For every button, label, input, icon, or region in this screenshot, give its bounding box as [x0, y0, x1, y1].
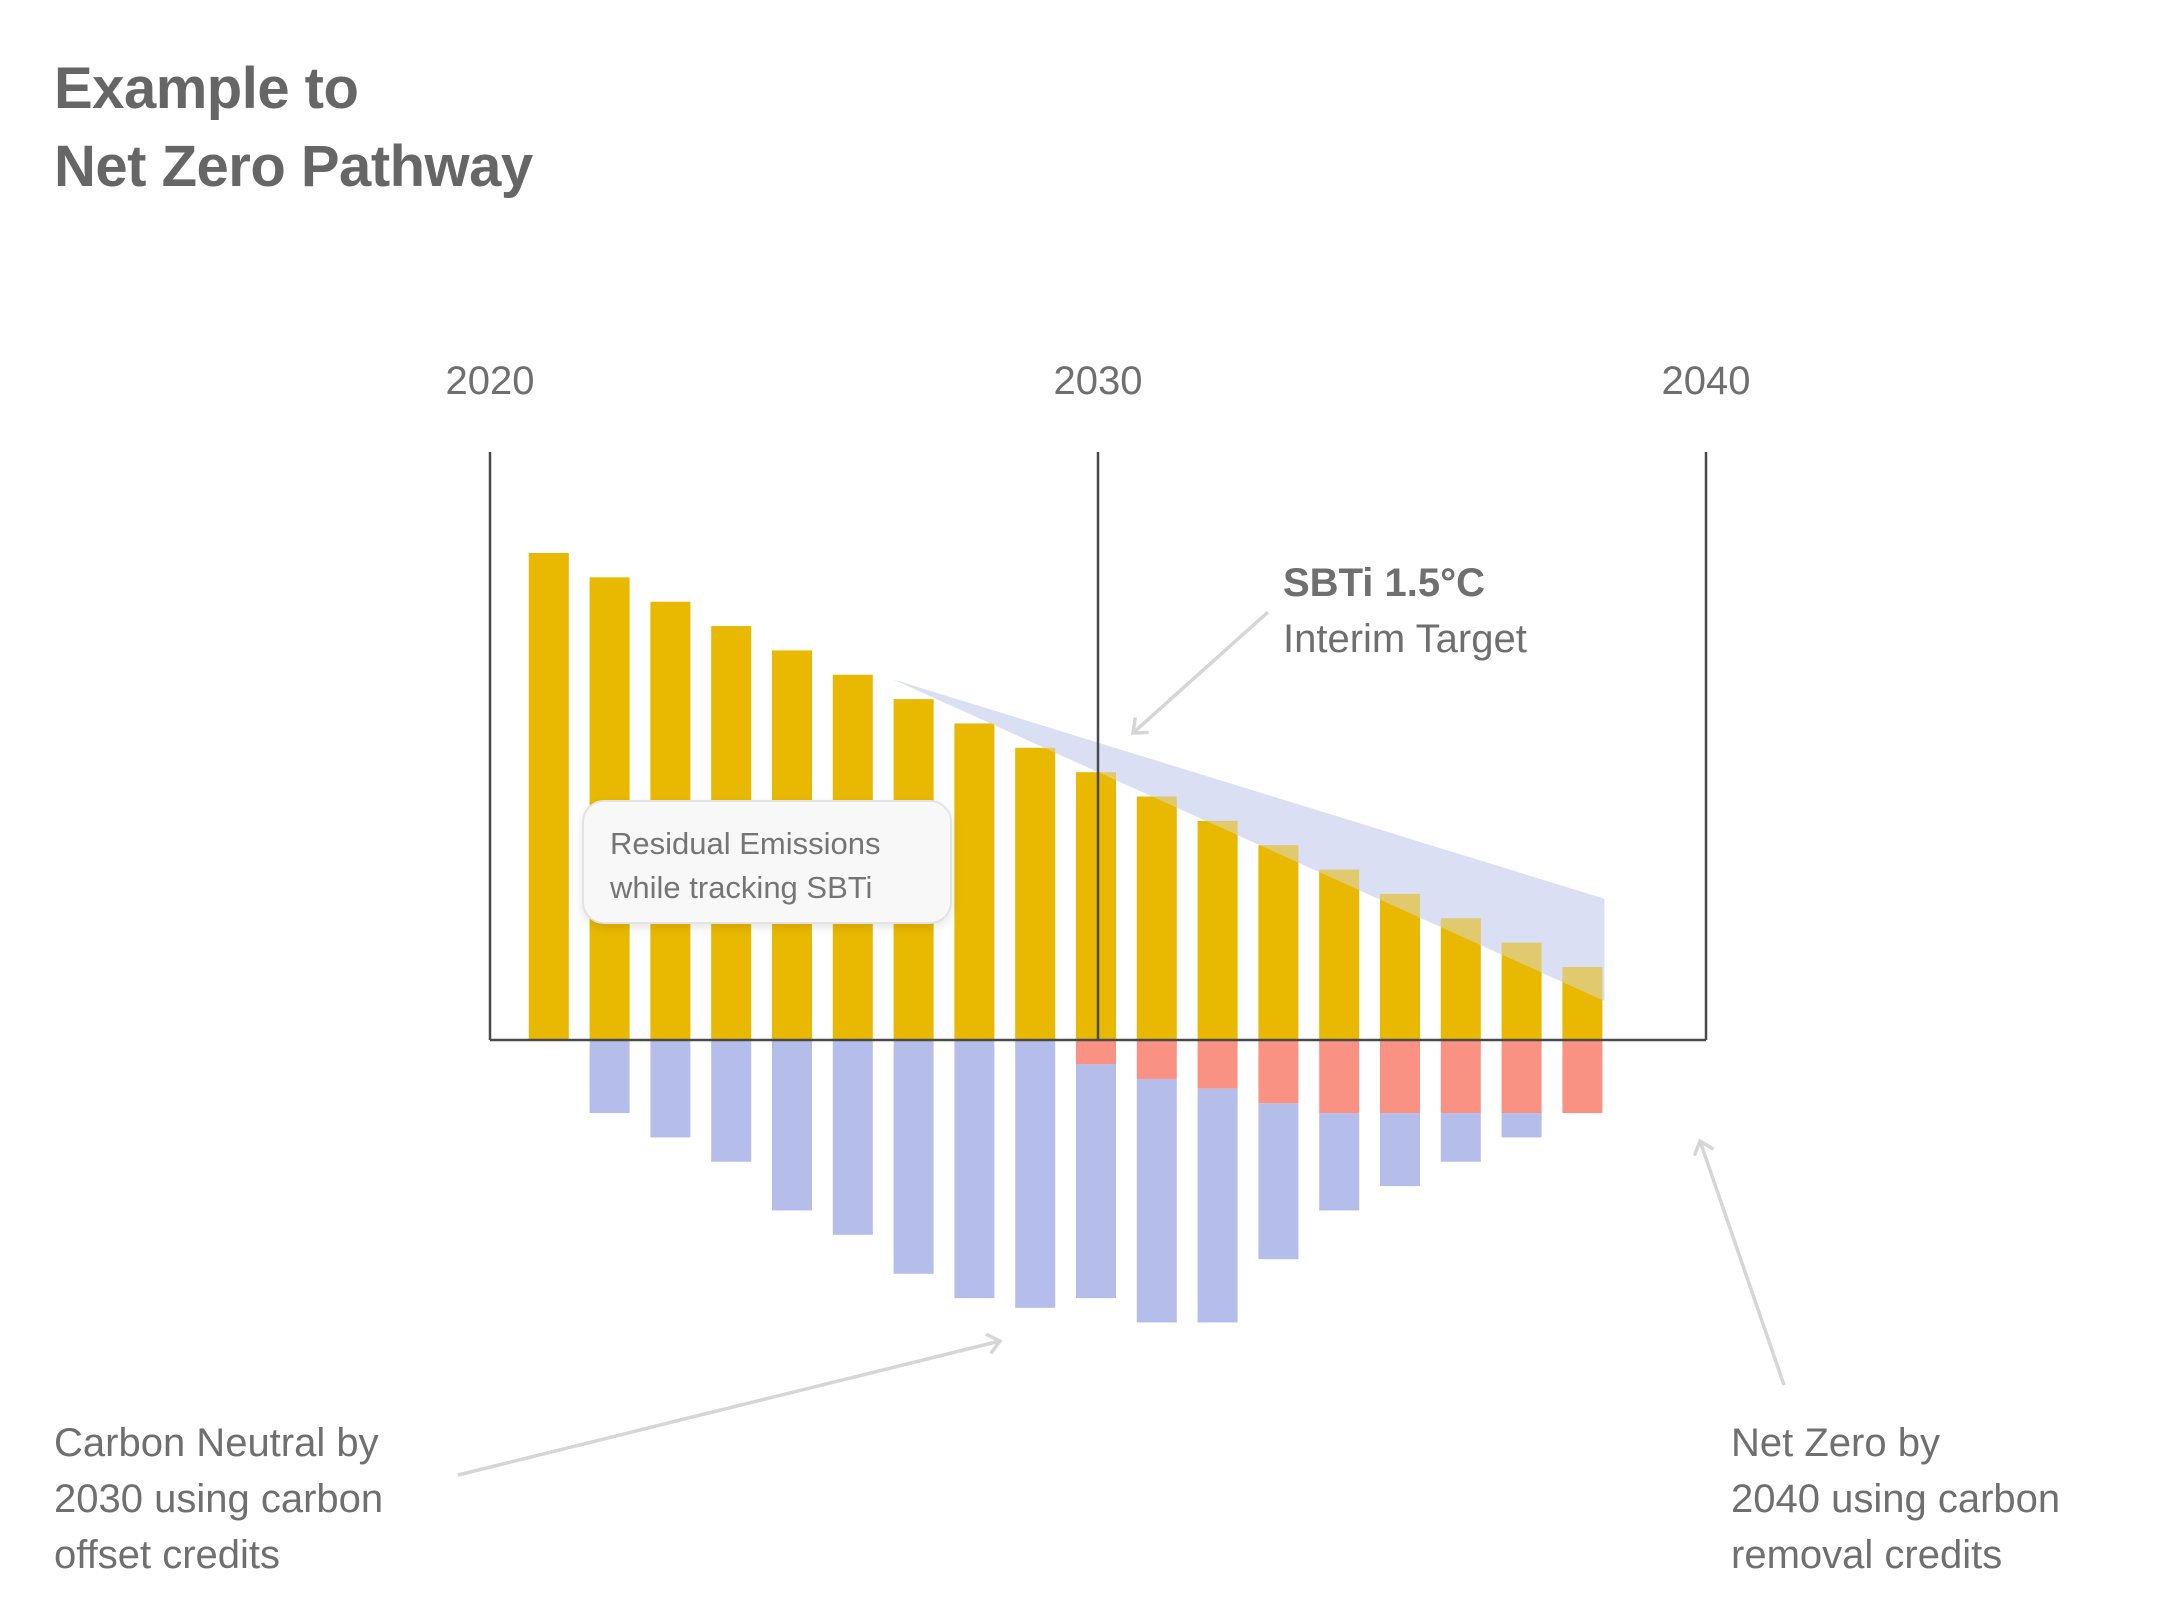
callout-line-2: while tracking SBTi: [610, 870, 873, 905]
chart-title: Example to Net Zero Pathway: [54, 50, 533, 206]
emissions-bar-2032: [1197, 820, 1238, 1040]
carbon-neutral-line-2: 2030 using carbon: [54, 1477, 384, 1521]
offset-bar-2027: [893, 1040, 934, 1274]
carbon-neutral-line-1: Carbon Neutral by: [54, 1421, 379, 1465]
sbti-band-overlay: [893, 679, 1605, 1002]
sbti-band-overlay-shape: [893, 679, 1605, 1002]
emissions-bar-2033: [1258, 845, 1299, 1040]
offset-bar-2026: [832, 1040, 873, 1235]
emissions-bar-2030: [1076, 772, 1116, 1040]
x-tick-layer: 2020 2030 2040: [446, 359, 1751, 403]
emissions-bar-2038: [1562, 966, 1603, 1040]
offset-bar-2030: [1076, 1064, 1116, 1299]
offset-bar-2032: [1197, 1088, 1238, 1323]
offset-bar-2028: [954, 1040, 995, 1299]
net-zero-line-2: 2040 using carbon: [1731, 1477, 2061, 1521]
removal-bar-2036: [1440, 1040, 1481, 1114]
sbti-label-bold: SBTi 1.5°C: [1283, 561, 1485, 605]
offset-bar-2029: [1015, 1040, 1056, 1308]
emissions-bar-2037: [1501, 942, 1542, 1040]
carbon-neutral-arrow: [457, 1332, 1003, 1477]
removal-bar-2034: [1319, 1040, 1360, 1114]
carbon-neutral-note: Carbon Neutral by 2030 using carbon offs…: [54, 1415, 383, 1583]
carbon-neutral-line-3: offset credits: [54, 1533, 281, 1577]
annotation-arrows: [457, 610, 1786, 1477]
removal-bar-2032: [1197, 1040, 1238, 1089]
offset-bar-2033: [1258, 1103, 1299, 1260]
offset-bar-2036: [1440, 1113, 1481, 1162]
offset-bar-2025: [772, 1040, 812, 1211]
offset-bar-2023: [650, 1040, 691, 1138]
net-zero-arrow: [1692, 1138, 1786, 1386]
offset-bar-2031: [1136, 1078, 1177, 1323]
emissions-bar-2034: [1319, 869, 1360, 1040]
emissions-bar-2031: [1136, 796, 1177, 1040]
sbti-band-layer: [893, 679, 1605, 1002]
offset-bar-2037: [1501, 1113, 1542, 1138]
sbti-label: SBTi 1.5°C Interim Target: [1283, 555, 1527, 667]
x-tick-label-2020: 2020: [446, 359, 535, 403]
removal-bar-2038: [1562, 1040, 1603, 1114]
x-tick-label-2040: 2040: [1662, 359, 1751, 403]
net-zero-line-3: removal credits: [1731, 1533, 2003, 1577]
emissions-bar-2036: [1440, 918, 1481, 1040]
callout-line-1: Residual Emissions: [610, 826, 881, 861]
title-line-2: Net Zero Pathway: [54, 134, 533, 199]
sbti-label-sub: Interim Target: [1283, 617, 1527, 661]
offset-bar-2035: [1380, 1113, 1420, 1187]
emissions-bar-2021: [528, 553, 569, 1040]
removal-bar-2031: [1136, 1040, 1177, 1079]
removal-bar-2037: [1501, 1040, 1542, 1114]
removal-bar-2035: [1380, 1040, 1420, 1114]
removal-bar-2033: [1258, 1040, 1299, 1104]
removal-bar-2030: [1076, 1040, 1116, 1065]
offset-bar-2024: [711, 1040, 752, 1162]
residual-emissions-callout: Residual Emissions while tracking SBTi: [582, 800, 952, 924]
sbti-band: [893, 679, 1605, 1002]
emissions-bar-2028: [954, 723, 995, 1040]
title-line-1: Example to: [54, 56, 359, 121]
net-zero-note: Net Zero by 2040 using carbon removal cr…: [1731, 1415, 2060, 1583]
offset-bar-2022: [589, 1040, 630, 1114]
sbti-arrow: [1130, 610, 1270, 735]
axes-layer: [488, 452, 1708, 1042]
emissions-bar-2035: [1380, 893, 1420, 1040]
net-zero-line-1: Net Zero by: [1731, 1421, 1940, 1465]
emissions-bar-2029: [1015, 747, 1056, 1040]
bars-layer: [528, 553, 1603, 1323]
offset-bar-2034: [1319, 1113, 1360, 1211]
x-tick-label-2030: 2030: [1054, 359, 1143, 403]
